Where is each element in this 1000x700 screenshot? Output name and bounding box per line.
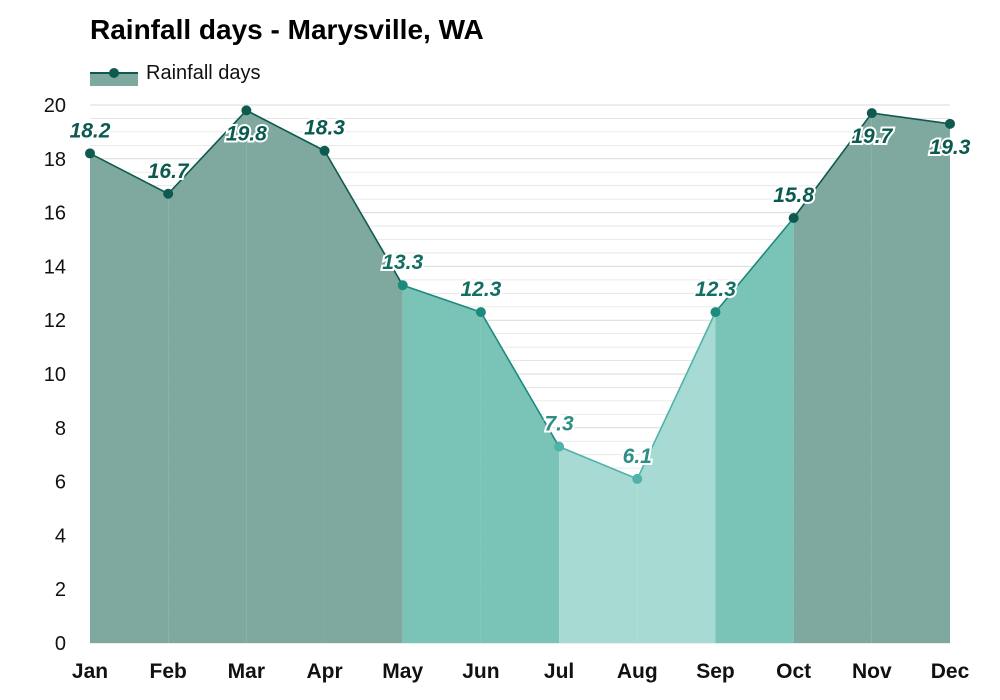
data-label-sep: 12.3	[695, 278, 736, 301]
y-tick-label: 14	[44, 256, 66, 278]
data-label-may: 13.3	[382, 251, 423, 274]
area-band-may	[402, 285, 481, 643]
x-tick-label-aug: Aug	[617, 660, 658, 683]
y-tick-label: 16	[44, 203, 66, 225]
area-band-oct	[793, 113, 872, 643]
y-tick-label: 10	[44, 364, 66, 386]
data-point-oct	[788, 212, 799, 223]
x-tick-label-jul: Jul	[544, 660, 574, 683]
chart-title: Rainfall days - Marysville, WA	[90, 14, 484, 45]
y-tick-label: 2	[55, 579, 66, 601]
data-label-apr: 18.3	[304, 117, 345, 140]
area-band-jun	[480, 312, 560, 643]
x-tick-label-may: May	[382, 660, 423, 683]
data-point-jan	[85, 148, 95, 159]
line-segment-aug	[636, 311, 717, 480]
line-segment-jun	[480, 311, 560, 448]
line-segment-may	[402, 284, 482, 313]
line-segment-feb	[167, 109, 247, 195]
x-tick-label-mar: Mar	[228, 660, 265, 683]
x-tick-label-jun: Jun	[462, 660, 499, 683]
line-segment-oct	[792, 112, 873, 219]
area-band-mar	[246, 110, 325, 643]
x-tick-label-jan: Jan	[72, 660, 108, 683]
y-tick-label: 12	[44, 310, 66, 332]
y-tick-label: 20	[44, 95, 66, 117]
line-segment-nov	[871, 112, 951, 125]
area-band-apr	[324, 150, 403, 644]
series-line	[89, 109, 951, 480]
area-band-sep	[715, 217, 794, 644]
x-tick-label-oct: Oct	[776, 660, 811, 683]
data-label-aug: 6.1	[623, 445, 652, 468]
data-point-may	[397, 280, 408, 291]
data-point-jul	[554, 441, 565, 452]
x-tick-label-feb: Feb	[150, 660, 187, 683]
area-bands	[90, 110, 950, 644]
data-point-apr	[319, 145, 330, 156]
legend-label: Rainfall days	[146, 61, 261, 84]
y-tick-label: 8	[55, 418, 66, 440]
data-point-dec	[945, 118, 955, 129]
line-segment-jan	[89, 152, 169, 195]
data-points	[85, 105, 955, 484]
data-label-jul: 7.3	[544, 413, 574, 436]
data-point-feb	[163, 188, 174, 199]
area-band-aug	[637, 312, 716, 643]
data-point-sep	[710, 307, 721, 318]
x-tick-label-apr: Apr	[306, 660, 342, 683]
legend-swatch	[90, 60, 138, 86]
data-point-nov	[866, 108, 877, 119]
data-labels: 18.2 16.7 19.8 18.3 13.3 12.3 7.3 6.1 12.3 15.8 19…	[68, 115, 973, 470]
data-label-jun: 12.3	[460, 278, 501, 301]
area-band-nov	[871, 113, 950, 643]
line-segment-mar	[245, 109, 325, 152]
y-tick-label: 0	[55, 633, 66, 655]
data-point-aug	[632, 473, 643, 484]
data-label-feb: 16.7	[148, 160, 190, 183]
data-label-dec: 19.3	[930, 136, 971, 159]
y-axis-ticks: 0 2 4 6 8 10 12 14 16 18 20	[44, 95, 66, 655]
area-band-jan	[90, 153, 169, 644]
area-band-feb	[168, 110, 247, 643]
x-tick-label-nov: Nov	[852, 660, 892, 683]
data-label-mar: 19.8	[226, 122, 267, 145]
line-segment-sep	[714, 217, 795, 313]
data-label-oct: 15.8	[773, 184, 814, 207]
area-band-jul	[559, 446, 638, 643]
line-segment-apr	[323, 150, 404, 286]
data-label-nov: 19.7	[851, 125, 893, 148]
y-tick-label: 6	[55, 472, 66, 494]
data-point-mar	[241, 105, 252, 116]
x-tick-label-dec: Dec	[931, 660, 970, 683]
data-label-jan: 18.2	[70, 119, 111, 142]
chart-legend: Rainfall days	[90, 60, 261, 86]
line-segment-jul	[558, 445, 638, 480]
x-tick-label-sep: Sep	[696, 660, 735, 683]
data-point-jun	[475, 307, 486, 318]
x-axis-ticks: Jan Feb Mar Apr May Jun Jul Aug Sep Oct Nov Dec	[72, 660, 970, 683]
y-tick-label: 18	[44, 149, 66, 171]
y-tick-label: 4	[55, 525, 66, 547]
